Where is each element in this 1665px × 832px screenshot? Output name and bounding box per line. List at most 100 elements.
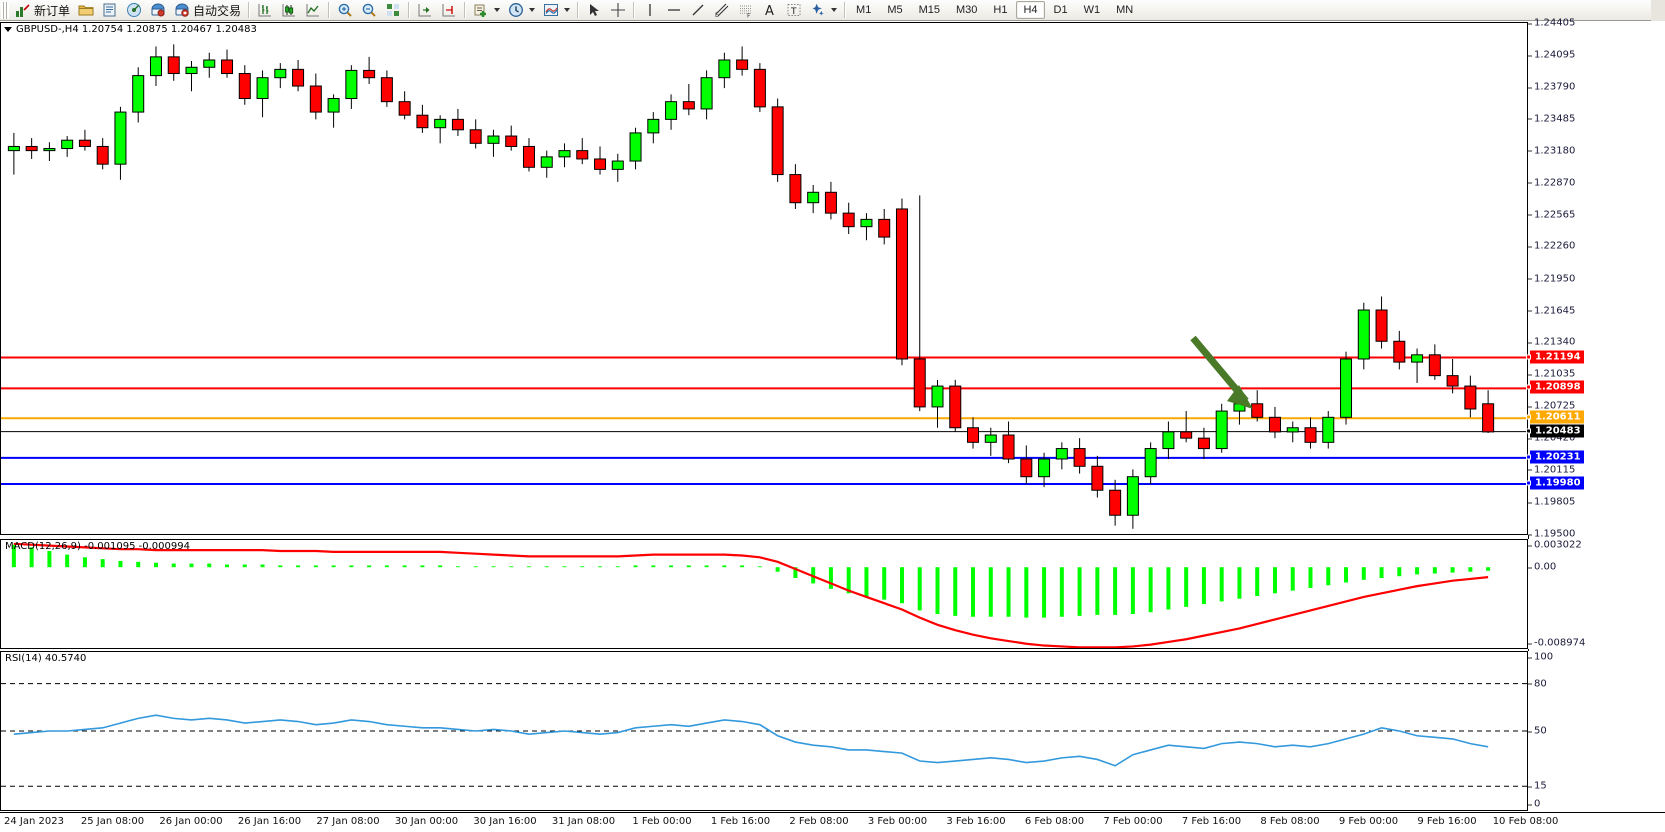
time-tick: 31 Jan 08:00: [551, 816, 616, 827]
timeframe-m5[interactable]: M5: [887, 4, 903, 16]
price-tick: 1.21035: [1527, 368, 1576, 380]
candle: [807, 184, 820, 214]
rsi-line: [13, 714, 1489, 767]
timeframe-w1[interactable]: W1: [1083, 4, 1101, 16]
expert-folder-button[interactable]: [74, 0, 98, 21]
timeframe-h1[interactable]: H1: [993, 4, 1008, 16]
rsi-axis: 100 80 50 15 0: [1527, 651, 1665, 811]
candle: [753, 63, 766, 113]
chevron-down-icon-2[interactable]: [529, 8, 536, 12]
text-label-button[interactable]: A: [758, 0, 782, 21]
time-tick: 25 Jan 08:00: [80, 816, 145, 827]
vertical-line-button[interactable]: [638, 0, 662, 21]
chart-shift-button[interactable]: [413, 0, 437, 21]
new-order-icon: [16, 4, 30, 17]
data-window-button[interactable]: [98, 0, 122, 21]
candle: [380, 70, 393, 107]
candle: [931, 379, 944, 428]
time-tick: 3 Feb 16:00: [946, 816, 1006, 827]
timeframe-h4[interactable]: H4: [1016, 1, 1045, 19]
cursor-icon: [590, 4, 600, 16]
timeframe-m1[interactable]: M1: [856, 4, 872, 16]
crosshair-button[interactable]: [606, 0, 630, 21]
fibonacci-button[interactable]: F: [734, 0, 758, 21]
price-tick: 1.23485: [1527, 113, 1576, 125]
candle: [718, 52, 731, 89]
line-chart-button[interactable]: [301, 0, 325, 21]
window-scroll-corner[interactable]: [1651, 0, 1665, 21]
candle: [1144, 442, 1157, 484]
rsi-tick: 100: [1527, 651, 1554, 663]
price-label-pivot[interactable]: 1.20611: [1526, 410, 1584, 424]
down-arrow-annotation[interactable]: [1190, 335, 1253, 409]
new-order-button[interactable]: 新订单: [11, 0, 74, 21]
zoom-out-button[interactable]: [357, 0, 381, 21]
timeframe-d1[interactable]: D1: [1053, 4, 1068, 16]
timeframe-m30[interactable]: M30: [956, 4, 978, 16]
toolbar-grip[interactable]: [1, 1, 9, 19]
candle: [594, 146, 607, 175]
bar-chart-button[interactable]: [253, 0, 277, 21]
horizontal-line-icon: [668, 9, 681, 11]
auto-scroll-button[interactable]: [437, 0, 461, 21]
zoom-in-icon: [338, 3, 352, 17]
timeframe-mn[interactable]: MN: [1116, 4, 1134, 16]
candle-chart-button[interactable]: [277, 0, 301, 21]
zoom-in-button[interactable]: [333, 0, 357, 21]
channel-button[interactable]: E: [710, 0, 734, 21]
tile-windows-button[interactable]: [381, 0, 405, 21]
price-label-resistance-2[interactable]: 1.21194: [1526, 350, 1584, 364]
candle: [1393, 330, 1406, 370]
candle: [256, 70, 269, 118]
chevron-down-icon[interactable]: [494, 8, 501, 12]
price-label-current-price[interactable]: 1.20483: [1526, 424, 1584, 438]
candle: [949, 379, 962, 432]
auto-trading-button[interactable]: 自动交易: [170, 0, 245, 21]
price-label-resistance-1[interactable]: 1.20898: [1526, 380, 1584, 394]
candle: [221, 49, 234, 78]
price-chart-pane[interactable]: [0, 22, 1528, 535]
cursor-button[interactable]: [582, 0, 606, 21]
price-axis[interactable]: 1.24405 1.24095 1.23790 1.23485 1.23180 1.228…: [1527, 18, 1665, 540]
price-tick: 1.20725: [1527, 400, 1576, 412]
chart-menu-triangle-icon[interactable]: [4, 27, 12, 32]
candle: [167, 44, 180, 81]
add-indicator-button[interactable]: [469, 0, 504, 21]
candle: [1055, 442, 1068, 470]
toolbar-separator-4: [464, 2, 467, 18]
price-label-support-2[interactable]: 1.19980: [1526, 476, 1584, 490]
macd-pane[interactable]: MACD(12,26,9) -0.001095 -0.000994: [0, 539, 1528, 649]
macd-tick: -0.008974: [1527, 637, 1586, 649]
toolbar-separator-6: [633, 2, 636, 18]
price-label-support-1[interactable]: 1.20231: [1526, 450, 1584, 464]
auto-trading-icon: [175, 3, 189, 17]
chevron-down-icon-3[interactable]: [564, 8, 571, 12]
time-tick: 7 Feb 16:00: [1181, 816, 1242, 827]
candle: [1340, 351, 1353, 425]
shapes-button[interactable]: [806, 0, 841, 21]
chart-shift-icon: [418, 4, 432, 17]
rsi-pane[interactable]: RSI(14) 40.5740: [0, 651, 1528, 811]
time-axis[interactable]: 24 Jan 2023 25 Jan 08:00 26 Jan 00:00 26 Ja…: [0, 812, 1665, 832]
market-icon: [151, 3, 165, 17]
price-tick: 1.19500: [1527, 528, 1576, 540]
chevron-down-icon-4[interactable]: [831, 8, 838, 12]
macd-svg: [11, 542, 1491, 648]
timeframe-m15[interactable]: M15: [918, 4, 940, 16]
horizontal-line-button[interactable]: [662, 0, 686, 21]
text-box-button[interactable]: T: [782, 0, 806, 21]
toolbar-separator-3: [408, 2, 411, 18]
candle: [576, 138, 589, 165]
rsi-tick: 0: [1527, 798, 1541, 810]
periodicity-button[interactable]: [504, 0, 539, 21]
candle: [25, 138, 38, 159]
market-button[interactable]: [146, 0, 170, 21]
trendline-button[interactable]: [686, 0, 710, 21]
templates-button[interactable]: [539, 0, 574, 21]
candle: [878, 208, 891, 245]
candle: [1215, 403, 1228, 453]
signals-button[interactable]: [122, 0, 146, 21]
candle: [238, 65, 251, 105]
candle: [1482, 390, 1495, 433]
